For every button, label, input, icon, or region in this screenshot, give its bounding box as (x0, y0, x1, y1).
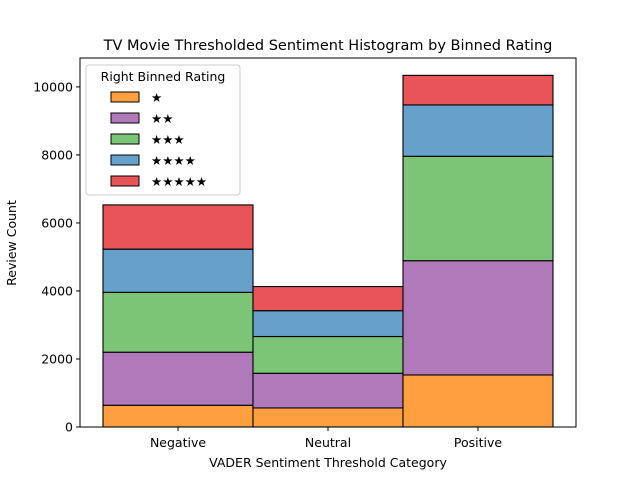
bar-neutral-series-3 (252, 335, 404, 374)
x-tick-label-neutral: Neutral (305, 435, 351, 450)
bar-neutral-series-2 (252, 372, 404, 409)
bar-positive-series-4 (402, 104, 554, 157)
x-tick-label-negative: Negative (150, 435, 206, 450)
bar-positive-series-5 (402, 74, 554, 106)
y-tick-label: 8000 (41, 147, 73, 162)
legend-label-4: ★★★★ (151, 153, 196, 168)
bar-positive-series-1 (402, 374, 554, 428)
legend-swatch-5 (110, 175, 140, 187)
y-tick-label: 4000 (41, 283, 73, 298)
bar-positive-series-2 (402, 260, 554, 376)
legend-swatch-4 (110, 154, 140, 166)
bars-layer (102, 74, 554, 428)
bar-neutral-series-4 (252, 310, 404, 338)
bar-neutral-series-5 (252, 285, 404, 312)
x-axis-label: VADER Sentiment Threshold Category (209, 455, 447, 470)
bar-neutral-series-1 (252, 407, 404, 428)
y-tick-label: 2000 (41, 351, 73, 366)
chart-title: TV Movie Thresholded Sentiment Histogram… (103, 38, 553, 54)
y-tick-label: 10000 (33, 79, 73, 94)
legend-label-5: ★★★★★ (151, 174, 207, 189)
bar-negative-series-2 (102, 351, 254, 406)
legend-swatch-2 (110, 112, 140, 124)
legend: Right Binned Rating★★★★★★★★★★★★★★★ (85, 64, 241, 196)
legend-label-3: ★★★ (151, 132, 185, 147)
y-tick-label: 6000 (41, 215, 73, 230)
bar-negative-series-4 (102, 248, 254, 293)
bar-negative-series-5 (102, 204, 254, 250)
x-tick-label-positive: Positive (454, 435, 502, 450)
bar-negative-series-3 (102, 291, 254, 353)
bar-negative-series-1 (102, 404, 254, 428)
legend-swatch-1 (110, 91, 140, 103)
y-axis-label: Review Count (4, 200, 19, 286)
legend-swatch-3 (110, 133, 140, 145)
legend-label-1: ★ (151, 90, 162, 105)
legend-label-2: ★★ (151, 111, 173, 126)
y-tick-label: 0 (65, 420, 73, 435)
bar-positive-series-3 (402, 155, 554, 262)
axes-layer: 0 2000 4000 6000 8000 10000 Negative Neutral Pos… (33, 57, 577, 450)
legend-title: Right Binned Rating (101, 69, 226, 84)
